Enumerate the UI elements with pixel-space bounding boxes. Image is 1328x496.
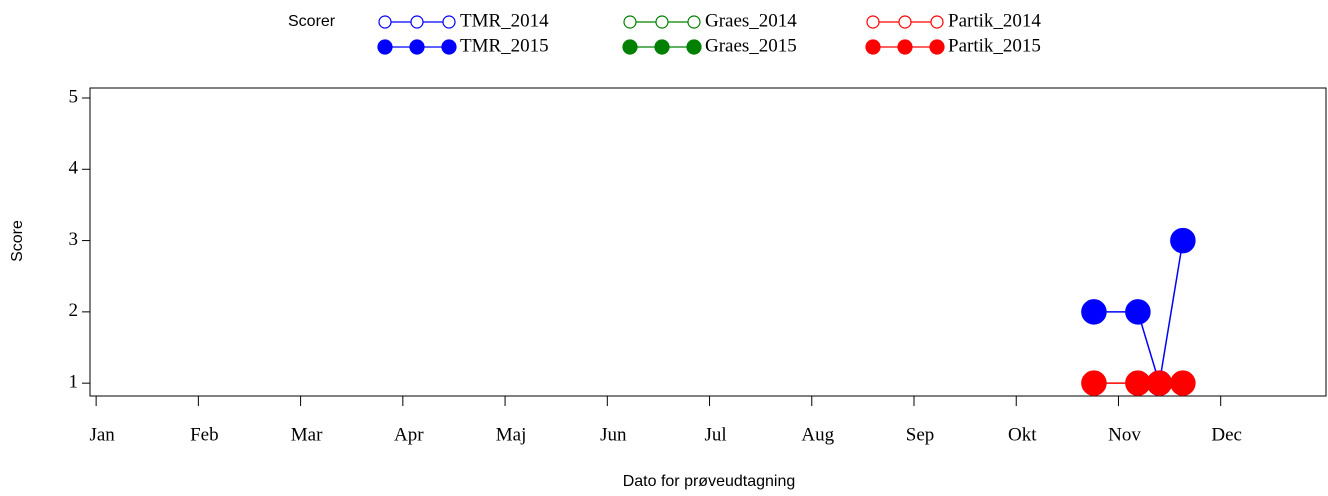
legend-marker (930, 15, 944, 29)
point (1170, 370, 1196, 396)
legend-marker (409, 39, 425, 55)
point (1146, 370, 1173, 396)
legend-marker (410, 15, 424, 29)
x-tick-label: Aug (801, 424, 834, 445)
legend-marker (622, 39, 638, 55)
x-tick-label: Nov (1108, 424, 1141, 445)
x-axis-label: Dato for prøveudtagning (623, 473, 796, 490)
y-tick-label: 3 (69, 229, 79, 250)
x-tick-label: Sep (906, 424, 935, 445)
x-tick-label: Maj (496, 424, 527, 445)
legend-label: Graes_2015 (705, 35, 797, 56)
x-tick-label: Apr (394, 424, 424, 445)
point (1081, 299, 1107, 325)
point (1081, 370, 1107, 396)
y-axis-label: Score (9, 220, 26, 262)
x-tick-label: Mar (291, 424, 323, 445)
point (1125, 299, 1151, 325)
legend-marker (378, 15, 392, 29)
legend-marker (686, 39, 702, 55)
legend-marker (866, 15, 880, 29)
legend-marker (687, 15, 701, 29)
plot-frame (89, 87, 1327, 397)
legend-label: TMR_2015 (460, 35, 549, 56)
legend-marker (897, 39, 913, 55)
legend-title: Scorer (288, 13, 336, 30)
legend-marker (654, 39, 670, 55)
legend-marker (442, 15, 456, 29)
y-tick-label: 4 (69, 158, 79, 179)
legend-label: TMR_2014 (460, 10, 549, 31)
legend-marker (623, 15, 637, 29)
x-tick-label: Jun (600, 424, 627, 445)
legend-label: Partik_2015 (948, 35, 1041, 56)
x-tick-label: Jan (89, 424, 115, 445)
legend-marker (377, 39, 393, 55)
y-tick-label: 2 (69, 300, 79, 321)
series-line (1093, 240, 1184, 384)
legend-label: Partik_2014 (948, 10, 1041, 31)
x-tick-label: Feb (190, 424, 219, 445)
legend-label: Graes_2014 (705, 10, 797, 31)
legend-marker (865, 39, 881, 55)
legend-marker (441, 39, 457, 55)
x-tick-label: Okt (1008, 424, 1037, 445)
legend-marker (929, 39, 945, 55)
y-tick-label: 5 (69, 86, 79, 107)
x-tick-label: Dec (1211, 424, 1242, 445)
legend-marker (898, 15, 912, 29)
point (1170, 227, 1196, 254)
point (1125, 370, 1151, 396)
y-tick-label: 1 (69, 372, 79, 393)
x-tick-label: Jul (704, 424, 726, 445)
legend-marker (655, 15, 669, 29)
